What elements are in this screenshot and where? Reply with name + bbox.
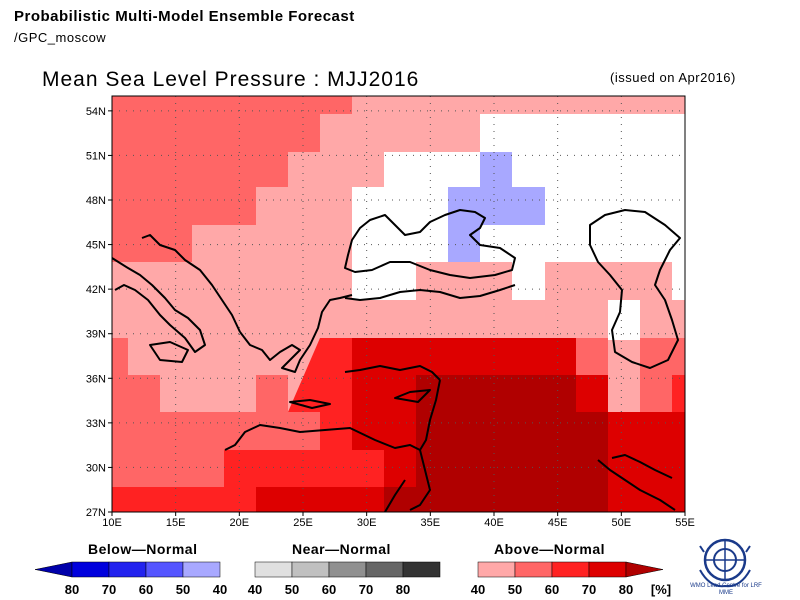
y-tick-label: 51N [86,150,106,162]
above-normal-title: Above—Normal [494,541,606,557]
legend-labels: 80 70 60 50 40 40 50 60 70 80 40 50 60 70 80 [%] [65,582,671,597]
cell [640,375,672,412]
legend-label-above: 80 [619,582,633,597]
legend-swatch-above [514,561,553,578]
center-name: /GPC_moscow [14,30,107,45]
cell [288,338,352,450]
cell [384,487,416,512]
issue-date: (issued on Apr2016) [610,70,736,85]
coastline-red-sea [384,449,431,513]
coastline-cyprus [394,389,431,403]
cell [416,375,608,512]
legend-label-below: 40 [213,582,227,597]
x-tick-label: 40E [484,517,504,529]
legend-label-below: 50 [176,582,190,597]
cell [640,412,685,450]
axis-ticks: 10E 15E 20E 25E 30E 35E 40E 45E 50E 55E 54N 51N 48N 4… [86,106,695,529]
x-tick-label: 35E [421,517,441,529]
coastline-black-sea [344,209,516,279]
x-tick-label: 10E [102,517,122,529]
legend-swatch-near [365,561,404,578]
cell [640,338,685,375]
legend-label-above: 70 [582,582,596,597]
legend-label-near: 60 [322,582,336,597]
legend-swatch-below [108,561,147,578]
map-title: Mean Sea Level Pressure : MJJ2016 [42,68,420,91]
y-tick-label: 33N [86,418,106,430]
cell [112,96,352,262]
legend-swatch-above [588,561,627,578]
legend-label-near: 50 [285,582,299,597]
cell [112,487,256,512]
legend-label-below: 70 [102,582,116,597]
legend-swatch-near [254,561,293,578]
legend-swatch-below [182,561,221,578]
x-tick-label: 45E [548,517,568,529]
x-tick-label: 15E [166,517,186,529]
legend-swatch-below-80 [34,561,73,578]
coastline-sicily [149,341,189,363]
coastline-balkans [239,294,353,373]
coastline-crete [289,399,331,409]
x-tick-label: 50E [612,517,632,529]
y-tick-label: 54N [86,106,106,118]
legend-label-above: 50 [508,582,522,597]
coastline-italy [111,234,241,353]
cell [576,338,608,375]
y-tick-label: 42N [86,284,106,296]
cell [352,114,685,340]
legend-swatch-above [477,561,516,578]
legend-label-near: 70 [359,582,373,597]
x-tick-label: 55E [675,517,695,529]
cell [224,450,384,487]
legend-label-above: 60 [545,582,559,597]
legend-swatch-below [71,561,110,578]
legend-swatch-near [328,561,367,578]
coastline-levant [224,379,441,451]
legend-label-near: 80 [396,582,410,597]
map-frame [111,95,686,513]
coastline-turkey [344,284,516,381]
legend-label-near: 40 [248,582,262,597]
legend-swatch-near [402,561,441,578]
legend-label-below: 60 [139,582,153,597]
legend-swatch-above [551,561,590,578]
wmo-caption: WMO Lead Centre for LRF MME [690,583,762,596]
forecast-map: 10E 15E 20E 25E 30E 35E 40E 45E 50E 55E 54N 51N 48N 4… [86,95,695,529]
y-tick-label: 27N [86,507,106,519]
probability-cells [112,96,685,512]
legend-bars [34,561,664,578]
cell [112,338,320,487]
legend-swatch-above-80 [625,561,664,578]
x-tick-label: 25E [293,517,313,529]
coastline-caspian [589,209,681,369]
wmo-logo [699,538,751,588]
near-normal-title: Near—Normal [292,541,391,557]
coastlines [111,209,681,513]
x-tick-label: 30E [357,517,377,529]
x-tick-label: 20E [230,517,250,529]
coastline-persian-gulf [597,454,676,511]
product-title: Probabilistic Multi-Model Ensemble Forec… [14,8,355,25]
y-tick-label: 30N [86,462,106,474]
y-tick-label: 39N [86,329,106,341]
legend-unit: [%] [651,582,671,597]
below-normal-title: Below—Normal [88,541,198,557]
legend-swatch-near [291,561,330,578]
y-tick-label: 48N [86,195,106,207]
y-tick-label: 45N [86,240,106,252]
cell [672,375,685,412]
legend-label-above: 40 [471,582,485,597]
legend-label-below: 80 [65,582,79,597]
legend-swatch-below [145,561,184,578]
y-tick-label: 36N [86,373,106,385]
